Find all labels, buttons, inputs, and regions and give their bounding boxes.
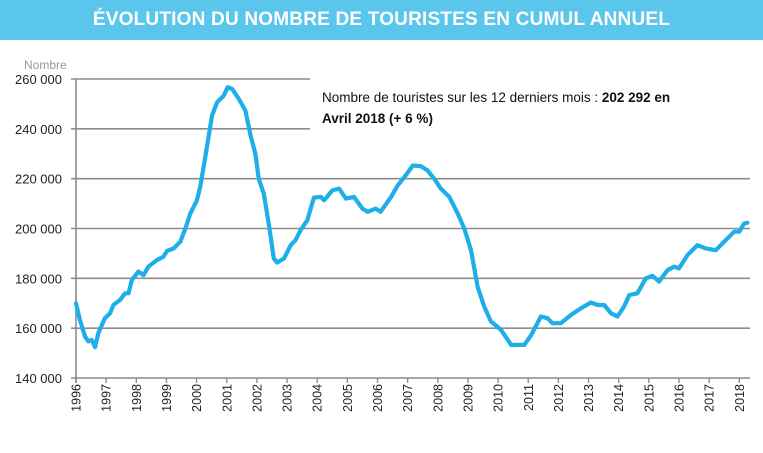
y-tick-label: 200 000 [15,222,62,237]
x-tick-label: 2005 [341,384,355,412]
x-tick-label: 2017 [703,384,717,412]
annotation-period: Avril 2018 (+ 6 %) [322,111,433,126]
x-tick-label: 2015 [642,384,656,412]
y-tick-label: 180 000 [15,271,62,286]
chart-title: ÉVOLUTION DU NOMBRE DE TOURISTES EN CUMU… [92,9,671,30]
x-tick-label: 1999 [160,384,174,412]
x-tick-label: 2003 [281,384,295,412]
x-tick-label: 2012 [552,384,566,412]
title-bar: ÉVOLUTION DU NOMBRE DE TOURISTES EN CUMU… [0,0,763,40]
x-tick-label: 2009 [461,384,475,412]
x-tick-label: 2008 [431,384,445,412]
x-tick-label: 2002 [250,384,264,412]
annotation-text: Nombre de touristes sur les 12 derniers … [322,90,602,105]
y-tick-label: 240 000 [15,122,62,137]
x-tick-label: 2007 [401,384,415,412]
x-tick-label: 2010 [492,384,506,412]
series-line [73,85,750,350]
x-tick-label: 2001 [220,384,234,412]
annotation-value: 202 292 en [601,90,671,105]
x-tick-label: 1998 [130,384,144,412]
y-tick-label: 140 000 [15,371,62,386]
annotation: Nombre de touristes sur les 12 derniers … [322,87,722,129]
x-tick-label: 1997 [100,384,114,412]
x-tick-label: 2004 [311,384,325,412]
y-axis-title: Nombre [24,58,67,72]
x-tick-label: 2013 [582,384,596,412]
x-tick-label: 2011 [522,384,536,411]
y-tick-label: 160 000 [15,321,62,336]
y-tick-label: 220 000 [15,172,62,187]
x-tick-label: 2014 [612,384,626,412]
x-tick-label: 2000 [190,384,204,412]
x-tick-label: 2016 [673,384,687,412]
x-tick-label: 2018 [733,384,747,412]
x-tick-label: 2006 [371,384,385,412]
y-tick-label: 260 000 [15,72,62,87]
x-tick-label: 1996 [70,384,84,412]
